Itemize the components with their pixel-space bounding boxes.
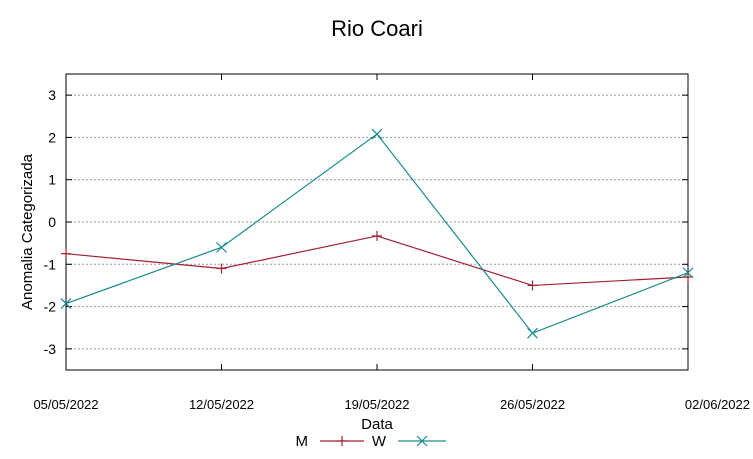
data-point (682, 267, 694, 279)
x-tick-label: 26/05/2022 (500, 397, 565, 412)
data-point (337, 436, 347, 446)
x-tick-label: 19/05/2022 (344, 397, 409, 412)
y-tick-label: -3 (44, 341, 57, 357)
x-tick-label: 12/05/2022 (189, 397, 254, 412)
data-point (416, 435, 428, 447)
chart-title: Rio Coari (331, 16, 423, 41)
data-point (60, 298, 72, 310)
series-layer (60, 128, 694, 339)
x-tick-label: 05/05/2022 (33, 397, 98, 412)
data-point (527, 280, 538, 291)
y-tick-label: 3 (48, 87, 56, 103)
y-tick-label: 2 (48, 129, 56, 145)
data-point (216, 241, 227, 253)
y-axis-label: Anomalia Categorizada (19, 153, 36, 310)
series-line-M (65, 235, 689, 287)
y-tick-label: -2 (44, 299, 57, 315)
x-axis-ticks: 05/05/2022 12/05/2022 19/05/2022 26/05/2022… (33, 74, 750, 412)
data-point (216, 263, 227, 274)
x-axis-label: Data (361, 416, 393, 433)
data-point (683, 271, 693, 282)
data-point (371, 128, 383, 140)
y-tick-label: 0 (48, 214, 56, 230)
data-point (527, 327, 538, 339)
y-axis-ticks: 3 2 1 0 -1 -2 -3 (44, 87, 688, 357)
legend-label: M (296, 433, 309, 450)
y-tick-label: -1 (44, 256, 57, 272)
y-tick-label: 1 (48, 172, 56, 188)
legend-label: W (372, 433, 387, 450)
data-point (372, 230, 382, 241)
x-tick-label: 02/06/2022 (685, 397, 750, 412)
data-point (61, 248, 71, 259)
